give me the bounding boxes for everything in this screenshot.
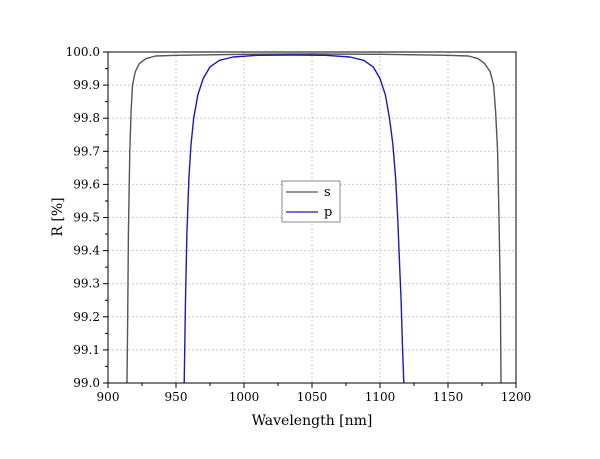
y-tick-label: 99.5 <box>73 211 100 225</box>
x-axis-title: Wavelength [nm] <box>252 413 373 429</box>
y-tick-label: 99.7 <box>73 144 100 158</box>
y-tick-label: 100.0 <box>66 45 100 59</box>
y-tick-label: 99.2 <box>73 310 100 324</box>
x-tick-label: 1050 <box>297 390 328 404</box>
y-tick-label: 99.8 <box>73 111 100 125</box>
y-tick-label: 99.6 <box>73 177 100 191</box>
series-line-s <box>126 53 502 384</box>
legend: s p <box>281 180 341 223</box>
x-tick-label: 950 <box>165 390 188 404</box>
legend-label-p: p <box>324 205 332 220</box>
y-axis-title: R [%] <box>50 197 66 236</box>
x-tick-label: 900 <box>97 390 120 404</box>
x-tick-label: 1100 <box>365 390 396 404</box>
y-tick-label: 99.4 <box>73 244 100 258</box>
series-line-p <box>183 54 405 384</box>
x-tick-label: 1200 <box>501 390 532 404</box>
series-lines <box>126 53 502 384</box>
y-axis: 99.0 99.1 99.2 99.3 99.4 99.5 99.6 99.7 99.8 99.9… <box>66 45 108 390</box>
x-tick-label: 1000 <box>229 390 260 404</box>
legend-box <box>281 180 341 223</box>
y-tick-label: 99.0 <box>73 376 100 390</box>
legend-label-s: s <box>324 185 331 200</box>
y-tick-label: 99.1 <box>73 343 100 357</box>
y-tick-label: 99.3 <box>73 277 100 291</box>
y-tick-label: 99.9 <box>73 78 100 92</box>
x-tick-label: 1150 <box>433 390 464 404</box>
x-axis: 900 950 1000 1050 1100 1150 1200 <box>97 383 532 404</box>
